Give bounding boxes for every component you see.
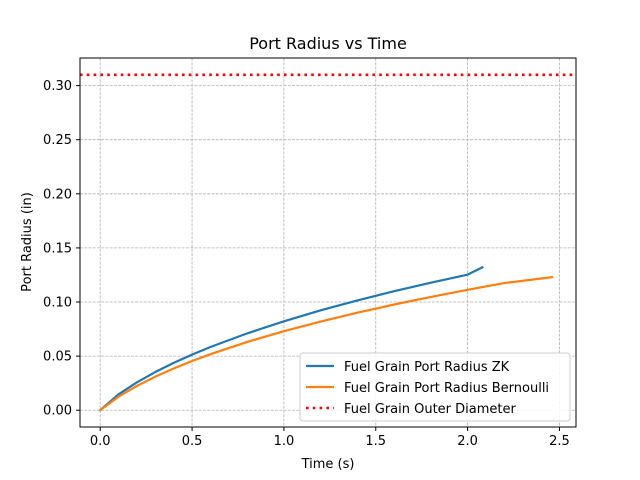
series-line-2 <box>98 275 554 412</box>
legend-label: Fuel Grain Outer Diameter <box>344 402 517 417</box>
legend: Fuel Grain Port Radius ZK Fuel Grain Port… <box>299 352 571 422</box>
x-tick-label: 1.0 <box>274 434 295 449</box>
y-tick-label: 0.20 <box>43 187 72 202</box>
y-tick-label: 0.10 <box>43 296 72 311</box>
y-tick-label: 0.00 <box>43 404 72 419</box>
axes-frame <box>79 57 577 428</box>
legend-box <box>299 352 571 422</box>
x-tick-label: 1.5 <box>365 434 386 449</box>
plot-area: 0.0 0.5 1.0 1.5 2.0 2.5 0.00 0.05 0.10 0.15 0.20 0.… <box>43 57 577 449</box>
x-axis-label: Time (s) <box>301 457 355 472</box>
y-tick-label: 0.15 <box>43 241 72 256</box>
y-tick-label: 0.25 <box>43 133 72 148</box>
series-line-1 <box>98 265 484 412</box>
y-tick-label: 0.30 <box>43 79 72 94</box>
chart-title: Port Radius vs Time <box>249 34 407 53</box>
legend-label: Fuel Grain Port Radius ZK <box>344 360 510 375</box>
x-tick-label: 0.5 <box>182 434 203 449</box>
y-axis-label: Port Radius (in) <box>20 192 35 292</box>
x-tick-label: 0.0 <box>90 434 111 449</box>
x-tick-label: 2.0 <box>457 434 478 449</box>
legend-label: Fuel Grain Port Radius Bernoulli <box>344 381 549 396</box>
y-tick-label: 0.05 <box>43 350 72 365</box>
x-tick-label: 2.5 <box>549 434 570 449</box>
